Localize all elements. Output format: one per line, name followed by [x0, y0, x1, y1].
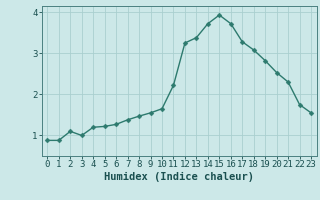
- X-axis label: Humidex (Indice chaleur): Humidex (Indice chaleur): [104, 172, 254, 182]
